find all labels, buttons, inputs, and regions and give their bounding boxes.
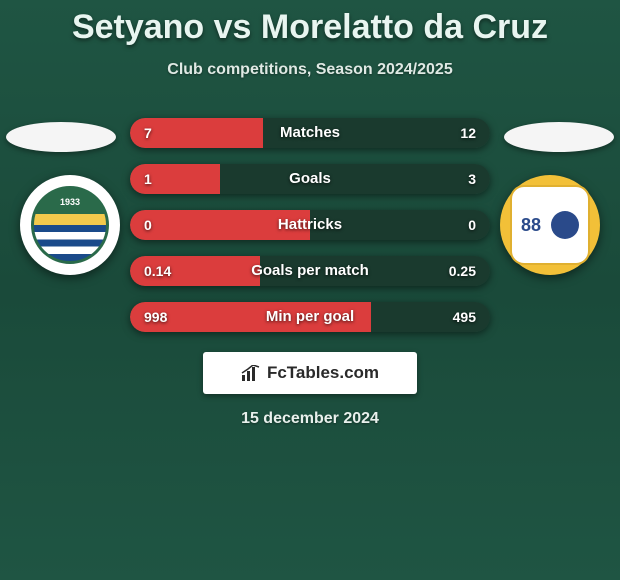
- stat-value-left: 0: [144, 210, 152, 240]
- stat-value-right: 495: [453, 302, 476, 332]
- badge-left-year: 1933: [34, 197, 106, 207]
- stat-value-left: 998: [144, 302, 167, 332]
- stat-value-right: 0.25: [449, 256, 476, 286]
- date: 15 december 2024: [0, 410, 620, 428]
- club-badge-left: 1933: [20, 175, 120, 275]
- player-photo-right: [504, 122, 614, 152]
- stat-label: Hattricks: [130, 210, 490, 240]
- stat-row: Hattricks0 0: [130, 210, 490, 240]
- page-title: Setyano vs Morelatto da Cruz: [0, 0, 620, 47]
- stat-value-left: 7: [144, 118, 152, 148]
- player-photo-left: [6, 122, 116, 152]
- stat-label: Min per goal: [130, 302, 490, 332]
- soccer-ball-icon: [551, 211, 579, 239]
- stat-row: Goals per match0.14 0.25: [130, 256, 490, 286]
- stat-row: Matches7 12: [130, 118, 490, 148]
- stat-value-right: 12: [460, 118, 476, 148]
- stat-label: Goals per match: [130, 256, 490, 286]
- stat-value-left: 1: [144, 164, 152, 194]
- chart-icon: [241, 365, 261, 381]
- club-badge-right: 88: [500, 175, 600, 275]
- watermark-text: FcTables.com: [267, 363, 379, 383]
- stat-label: Goals: [130, 164, 490, 194]
- stat-value-right: 0: [468, 210, 476, 240]
- stat-row: Min per goal998 495: [130, 302, 490, 332]
- badge-right-number: 88: [521, 215, 541, 236]
- stat-value-right: 3: [468, 164, 476, 194]
- subtitle: Club competitions, Season 2024/2025: [0, 61, 620, 79]
- stat-label: Matches: [130, 118, 490, 148]
- stat-row: Goals1 3: [130, 164, 490, 194]
- watermark: FcTables.com: [203, 352, 417, 394]
- stats-container: Matches7 12 Goals1 3 Hattricks0 0 Goals per ma…: [130, 118, 490, 348]
- stat-value-left: 0.14: [144, 256, 171, 286]
